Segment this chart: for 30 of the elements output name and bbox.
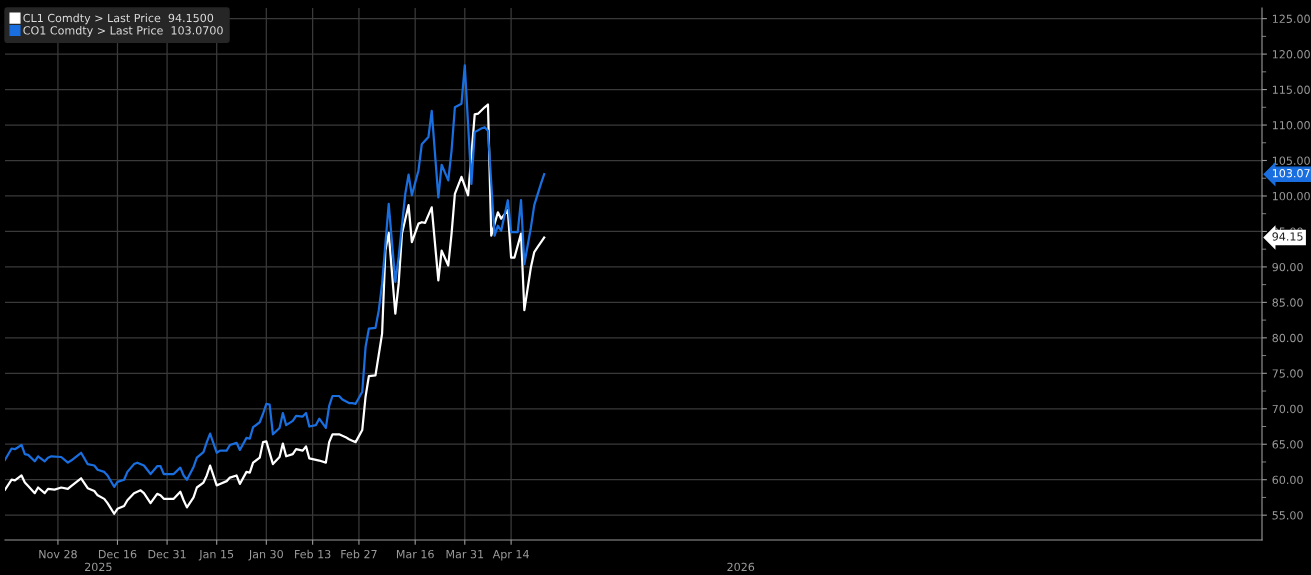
x-tick-label: Feb 27 [341,549,377,559]
y-tick-label: 125.00 [1272,14,1310,24]
x-tick-label: Dec 16 [98,549,137,559]
y-tick-label: 55.00 [1272,511,1303,520]
text: 2026 [727,562,755,572]
text: 103.07 [1272,169,1310,178]
y-tick-label: 85.00 [1272,298,1303,307]
y-tick-label: 70.00 [1272,404,1303,414]
y-tick-label: 60.00 [1272,475,1303,485]
y-tick-label: 80.00 [1272,333,1303,343]
y-tick-label: 90.00 [1272,262,1303,272]
x-tick-label: Feb 13 [295,549,331,559]
y-tick-label: 65.00 [1272,440,1303,449]
x-tick-label: Nov 28 [39,549,77,559]
y-tick-label: 115.00 [1272,85,1310,94]
text: 94.15 [1272,232,1303,241]
y-tick-label: 100.00 [1272,191,1310,201]
y-tick-label: 110.00 [1272,121,1310,130]
x-tick-label: Mar 16 [396,549,434,559]
y-tick-label: 120.00 [1272,50,1310,59]
x-tick-label: Dec 31 [148,549,186,559]
y-tick-label: 105.00 [1272,156,1310,165]
x-tick-label: Apr 14 [492,550,529,561]
legend-label: CO1 Comdty > Last Price 103.0700 [23,25,223,37]
legend-label: CL1 Comdty > Last Price 94.1500 [23,13,214,25]
x-tick-label: Mar 31 [446,549,484,559]
text: 2025 [85,562,112,572]
x-tick-label: Jan 30 [248,549,283,561]
x-tick-label: Jan 15 [198,550,234,561]
y-tick-label: 75.00 [1272,369,1303,378]
